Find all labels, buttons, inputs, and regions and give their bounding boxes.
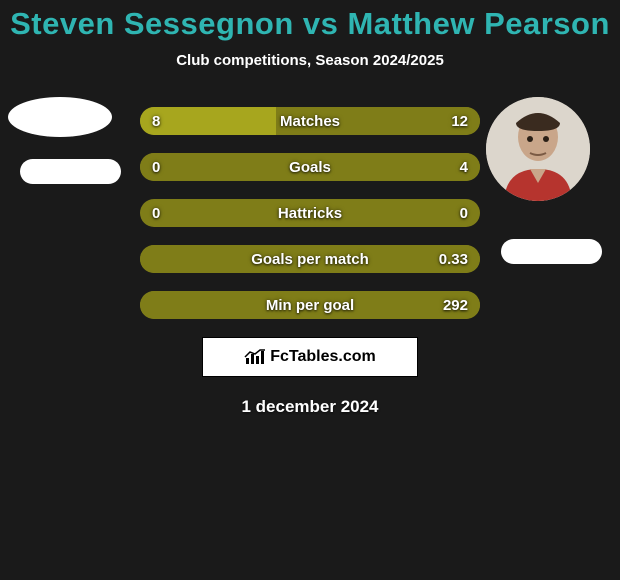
logo-text: FcTables.com: [270, 348, 376, 366]
player-right-avatar: [486, 97, 590, 201]
stat-label: Hattricks: [140, 199, 480, 227]
player-left-name-pill: [20, 159, 121, 184]
stat-label: Min per goal: [140, 291, 480, 319]
player-right-name-pill: [501, 239, 602, 264]
logo-chart-icon: [244, 348, 266, 366]
date-text: 1 december 2024: [0, 397, 620, 417]
stat-bars: 812Matches 04Goals 00Hattricks 0.33Goals pe…: [140, 103, 480, 319]
stat-label: Goals per match: [140, 245, 480, 273]
stat-row: 0.33Goals per match: [140, 245, 480, 273]
stat-row: 292Min per goal: [140, 291, 480, 319]
source-logo: FcTables.com: [202, 337, 418, 377]
stat-row: 812Matches: [140, 107, 480, 135]
comparison-infographic: Steven Sessegnon vs Matthew Pearson Club…: [0, 0, 620, 580]
subtitle: Club competitions, Season 2024/2025: [0, 52, 620, 69]
page-title: Steven Sessegnon vs Matthew Pearson: [0, 0, 620, 42]
stat-label: Goals: [140, 153, 480, 181]
avatar-placeholder-icon: [486, 97, 590, 201]
stat-row: 00Hattricks: [140, 199, 480, 227]
stat-label: Matches: [140, 107, 480, 135]
stat-row: 04Goals: [140, 153, 480, 181]
main-area: 812Matches 04Goals 00Hattricks 0.33Goals pe…: [0, 103, 620, 319]
player-left-avatar: [8, 97, 112, 137]
